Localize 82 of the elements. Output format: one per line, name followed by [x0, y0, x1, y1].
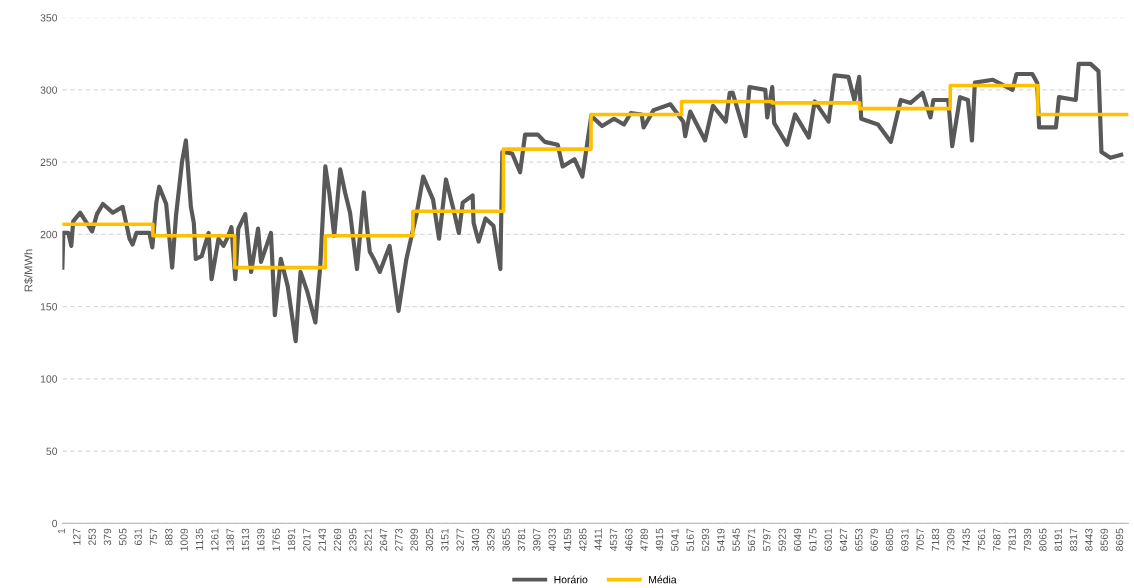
x-tick-label: 4537: [609, 528, 618, 552]
y-tick-label: 50: [46, 447, 58, 455]
x-tick-label: 5041: [671, 528, 679, 551]
x-tick-label: 2395: [349, 528, 357, 551]
x-tick-label: 1009: [180, 528, 188, 551]
x-tick-label: 5167: [686, 528, 694, 551]
y-tick-label: 100: [40, 375, 58, 383]
y-tick-label: 300: [40, 86, 58, 94]
x-tick-label: 4411: [594, 528, 602, 551]
y-tick-label: 250: [40, 158, 58, 166]
x-tick-label: 1261: [211, 528, 219, 551]
x-tick-label: 6679: [870, 528, 878, 551]
x-tick-label: 8317: [1069, 528, 1078, 551]
x-tick-label: 8569: [1100, 528, 1108, 551]
x-tick-label: 6301: [824, 528, 832, 551]
x-tick-label: 8191: [1054, 528, 1062, 551]
x-tick-label: 127: [73, 528, 81, 545]
x-tick-label: 505: [119, 528, 127, 546]
x-tick-label: 1891: [287, 528, 296, 551]
y-axis-title: R$/MWh: [24, 249, 34, 292]
y-tick-label: 350: [40, 14, 58, 22]
x-tick-label: 4915: [655, 528, 664, 552]
x-tick-label: 4285: [579, 528, 587, 552]
x-tick-label: 631: [134, 528, 142, 546]
x-tick-label: 253: [88, 528, 96, 546]
x-tick-label: 7687: [993, 528, 1001, 551]
x-tick-label: 7057: [916, 528, 924, 551]
x-tick-label: 6049: [793, 528, 802, 551]
x-tick-label: 8695: [1115, 528, 1124, 551]
x-tick-label: 5419: [717, 528, 725, 551]
x-tick-label: 7183: [931, 528, 940, 551]
x-tick-label: 2899: [410, 528, 418, 551]
x-tick-label: 1135: [195, 528, 204, 550]
x-tick-label: 3781: [517, 528, 526, 551]
x-tick-label: 7309: [947, 528, 955, 551]
x-tick-label: 4663: [625, 528, 633, 552]
x-tick-label: 2521: [364, 528, 372, 551]
x-tick-label: 8065: [1039, 528, 1047, 551]
x-tick-label: 5293: [701, 528, 710, 551]
x-tick-label: 379: [103, 528, 112, 546]
x-tick-label: 1639: [257, 528, 265, 551]
x-tick-label: 4033: [548, 528, 556, 552]
line-series: [62, 61, 1124, 344]
x-tick-label: 3907: [533, 528, 541, 551]
x-tick-label: 6427: [839, 528, 848, 551]
x-tick-label: 1513: [241, 528, 250, 551]
x-tick-label: 3529: [487, 528, 495, 551]
x-tick-label: 5797: [763, 528, 771, 551]
x-tick-label: 2017: [303, 528, 311, 551]
x-tick-label: 1: [57, 528, 66, 534]
x-tick-label: 5671: [747, 528, 756, 551]
x-tick-label: 8443: [1085, 528, 1093, 551]
x-tick-label: 3151: [441, 528, 449, 551]
x-tick-label: 7435: [962, 528, 970, 551]
x-tick-label: 1765: [272, 528, 280, 551]
x-tick-label: 4789: [640, 528, 648, 552]
x-tick-label: 6805: [885, 528, 894, 551]
legend-label: Horário: [554, 575, 588, 584]
y-tick-label: 150: [40, 303, 58, 311]
x-tick-label: 6553: [855, 528, 863, 551]
x-tick-label: 3025: [425, 528, 434, 551]
x-tick-label: 2647: [379, 528, 388, 551]
y-tick-label: 0: [52, 519, 58, 528]
x-tick-label: 2269: [333, 528, 342, 551]
x-tick-label: 3277: [456, 528, 464, 551]
x-tick-label: 757: [149, 528, 158, 546]
x-tick-label: 883: [165, 528, 173, 546]
x-tick-label: 4159: [563, 528, 572, 552]
x-tick-label: 6931: [901, 528, 909, 551]
x-tick-label: 7561: [977, 528, 986, 551]
x-tick-label: 3403: [471, 528, 480, 551]
x-tick-label: 2773: [395, 528, 403, 551]
x-tick-label: 5545: [732, 528, 740, 551]
x-tick-label: 6175: [809, 528, 817, 551]
x-tick-label: 7813: [1008, 528, 1016, 551]
x-tick-label: 1387: [226, 528, 234, 551]
x-tick-label: 3655: [502, 528, 510, 551]
x-tick-label: 7939: [1023, 528, 1032, 551]
legend-label: Média: [649, 575, 677, 584]
x-tick-label: 5923: [778, 528, 786, 551]
x-tick-label: 2143: [318, 528, 326, 551]
y-tick-label: 200: [40, 230, 58, 239]
